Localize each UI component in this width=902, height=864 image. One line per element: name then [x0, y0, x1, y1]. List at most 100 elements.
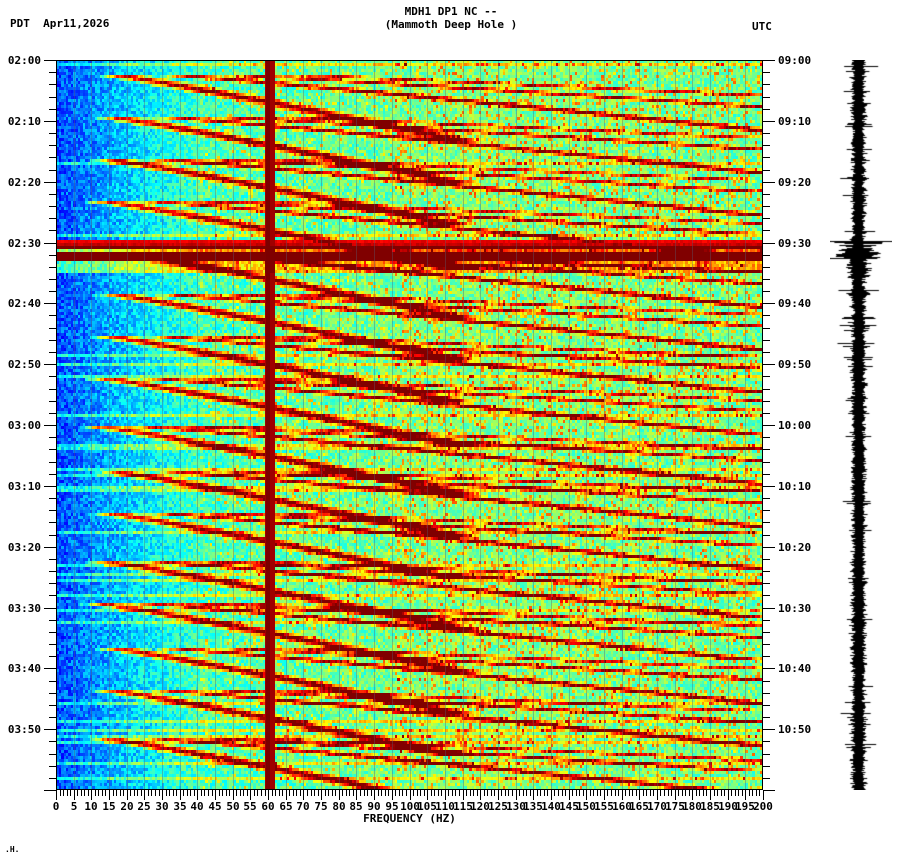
freq-tick-minor: [134, 790, 135, 796]
freq-tick-minor: [537, 790, 538, 796]
time-tick-minor: [49, 413, 56, 414]
freq-tick-major: [321, 790, 322, 800]
freq-tick-major: [197, 790, 198, 800]
freq-tick-minor: [187, 790, 188, 796]
time-tick-minor: [763, 535, 770, 536]
freq-tick-minor: [487, 790, 488, 796]
time-axis-label: 03:10: [7, 480, 41, 493]
freq-tick-minor: [296, 790, 297, 796]
time-tick-minor: [49, 97, 56, 98]
time-tick-major: [763, 243, 775, 244]
spectrogram-plot[interactable]: [56, 60, 763, 790]
freq-tick-minor: [159, 790, 160, 796]
time-tick-minor: [763, 437, 770, 438]
freq-tick-major: [392, 790, 393, 800]
freq-tick-minor: [706, 790, 707, 796]
header-timezone-date: PDT Apr11,2026: [10, 17, 110, 30]
freq-tick-minor: [236, 790, 237, 796]
time-tick-major: [44, 425, 56, 426]
freq-tick-minor: [229, 790, 230, 796]
freq-tick-major: [374, 790, 375, 800]
freq-tick-major: [250, 790, 251, 800]
time-tick-minor: [49, 754, 56, 755]
freq-axis-label: 90: [367, 800, 381, 813]
freq-tick-minor: [95, 790, 96, 796]
freq-tick-major: [586, 790, 587, 800]
freq-tick-minor: [81, 790, 82, 796]
freq-tick-minor: [63, 790, 64, 796]
time-tick-minor: [49, 133, 56, 134]
time-axis-label: 09:50: [778, 358, 812, 371]
freq-tick-minor: [420, 790, 421, 796]
freq-tick-minor: [102, 790, 103, 796]
freq-tick-minor: [353, 790, 354, 796]
time-tick-minor: [763, 766, 770, 767]
time-tick-minor: [49, 717, 56, 718]
freq-tick-major: [569, 790, 570, 800]
time-axis-label: 02:40: [7, 297, 41, 310]
freq-tick-major: [763, 790, 764, 800]
frequency-axis: 0 5 10 15 20 25 30 35 40 45 50 55 60 65 70 75 80 85 90 95 10…: [53, 790, 773, 830]
time-tick-major: [763, 608, 775, 609]
time-axis-label: 10:40: [778, 662, 812, 675]
freq-tick-minor: [257, 790, 258, 796]
time-tick-minor: [49, 206, 56, 207]
freq-tick-minor: [367, 790, 368, 796]
freq-axis-label: 65: [279, 800, 293, 813]
freq-tick-major: [745, 790, 746, 800]
freq-tick-minor: [265, 790, 266, 796]
freq-tick-minor: [756, 790, 757, 796]
time-tick-minor: [49, 462, 56, 463]
time-axis-label: 10:20: [778, 541, 812, 554]
time-tick-minor: [763, 595, 770, 596]
freq-axis-label: 165: [629, 800, 649, 813]
freq-tick-minor: [190, 790, 191, 796]
freq-tick-minor: [222, 790, 223, 796]
freq-tick-minor: [505, 790, 506, 796]
freq-tick-minor: [576, 790, 577, 796]
freq-tick-minor: [67, 790, 68, 796]
freq-axis-label: 110: [435, 800, 455, 813]
freq-tick-minor: [650, 790, 651, 796]
freq-tick-minor: [629, 790, 630, 796]
freq-axis-label: 155: [594, 800, 614, 813]
freq-axis-label: 55: [243, 800, 257, 813]
freq-tick-minor: [523, 790, 524, 796]
freq-axis-label: 85: [349, 800, 363, 813]
freq-tick-minor: [381, 790, 382, 796]
freq-tick-minor: [600, 790, 601, 796]
time-tick-minor: [49, 595, 56, 596]
freq-tick-major: [622, 790, 623, 800]
freq-axis-label: 95: [385, 800, 399, 813]
time-axis-label: 09:30: [778, 237, 812, 250]
freq-tick-minor: [653, 790, 654, 796]
freq-tick-major: [127, 790, 128, 800]
time-axis-label: 03:40: [7, 662, 41, 675]
freq-tick-major: [427, 790, 428, 800]
time-tick-minor: [763, 449, 770, 450]
time-tick-minor: [763, 741, 770, 742]
seismogram-trace: [830, 60, 892, 790]
time-tick-minor: [49, 157, 56, 158]
spectrogram-image[interactable]: [56, 60, 763, 790]
time-tick-minor: [49, 766, 56, 767]
time-axis-label: 02:30: [7, 237, 41, 250]
freq-tick-minor: [169, 790, 170, 796]
time-tick-minor: [49, 389, 56, 390]
freq-axis-label: 140: [541, 800, 561, 813]
time-tick-major: [44, 547, 56, 548]
time-tick-minor: [763, 693, 770, 694]
freq-tick-minor: [254, 790, 255, 796]
time-tick-minor: [49, 352, 56, 353]
freq-tick-minor: [243, 790, 244, 796]
time-tick-minor: [49, 449, 56, 450]
freq-tick-minor: [572, 790, 573, 796]
freq-axis-label: 10: [84, 800, 98, 813]
freq-tick-minor: [201, 790, 202, 796]
freq-tick-minor: [364, 790, 365, 796]
time-tick-minor: [49, 340, 56, 341]
freq-tick-minor: [88, 790, 89, 796]
freq-tick-minor: [448, 790, 449, 796]
time-tick-minor: [49, 218, 56, 219]
freq-tick-major: [286, 790, 287, 800]
